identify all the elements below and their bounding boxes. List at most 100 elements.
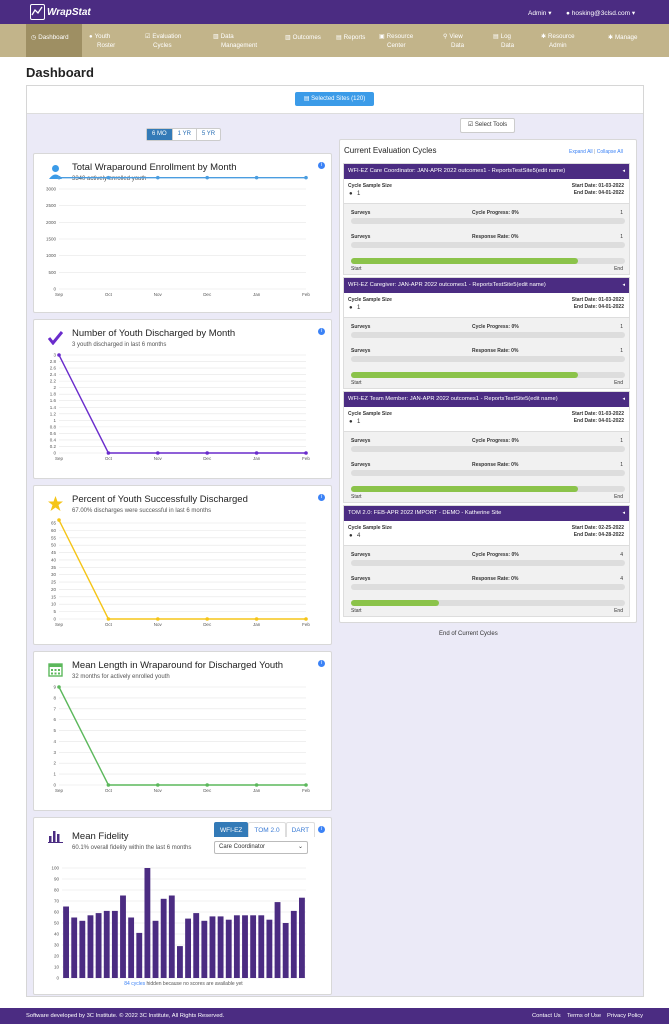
fidelity-bar[interactable] (193, 913, 200, 978)
nav-item-log-data[interactable]: ▤ Log Data (488, 24, 528, 57)
fidelity-bar[interactable] (128, 917, 135, 979)
wrapstat-logo[interactable]: WrapStat (30, 3, 91, 21)
fidelity-bar[interactable] (71, 917, 78, 979)
data-point[interactable] (106, 451, 111, 455)
nav-item-dashboard[interactable]: ◷ Dashboard (26, 24, 82, 57)
data-point[interactable] (205, 451, 209, 455)
fidelity-bar[interactable] (282, 923, 289, 978)
expand-all-link[interactable]: Expand All (569, 149, 593, 155)
fidelity-bar[interactable] (299, 897, 305, 978)
data-point[interactable] (156, 783, 160, 787)
terms-link[interactable]: Terms of Use (567, 1013, 602, 1019)
fidelity-bar[interactable] (63, 906, 69, 979)
fidelity-bar[interactable] (258, 915, 265, 978)
fidelity-bar[interactable] (120, 895, 126, 979)
data-point[interactable] (57, 175, 61, 180)
data-point[interactable] (304, 617, 308, 621)
fidelity-bar[interactable] (168, 895, 175, 979)
sample-size-label: Cycle Sample Size (348, 297, 392, 303)
data-point[interactable] (106, 175, 111, 180)
data-point[interactable] (205, 617, 209, 621)
info-icon[interactable]: i (318, 494, 325, 501)
fidelity-bar[interactable] (185, 918, 191, 978)
nav-item-outcomes[interactable]: ▥ Outcomes (280, 24, 332, 57)
select-tools-button[interactable]: ☑ Select Tools (460, 118, 515, 133)
cycle-header[interactable]: WFI-EZ Care Coordinator: JAN-APR 2022 ou… (344, 164, 629, 179)
y-tick-label: 10 (51, 602, 57, 607)
nav-item-youth-roster[interactable]: ● Youth Roster (84, 24, 134, 57)
data-point[interactable] (156, 617, 160, 621)
info-icon[interactable]: i (318, 328, 325, 335)
range-6mo-button[interactable]: 6 MO (147, 129, 173, 140)
nav-item-data-management[interactable]: ▥ Data Management (208, 24, 272, 57)
privacy-link[interactable]: Privacy Policy (607, 1013, 644, 1019)
fidelity-bar[interactable] (242, 915, 248, 978)
fidelity-bar[interactable] (87, 915, 94, 978)
info-icon[interactable]: i (318, 162, 325, 169)
admin-menu[interactable]: Admin ▾ (528, 9, 552, 17)
fidelity-bar[interactable] (290, 910, 297, 978)
collapse-all-link[interactable]: Collapse All (596, 149, 623, 155)
info-icon[interactable]: i (318, 660, 325, 667)
contact-link[interactable]: Contact Us (532, 1013, 561, 1019)
person-icon: ● (89, 34, 93, 40)
data-point[interactable] (304, 175, 308, 180)
fidelity-bar[interactable] (144, 868, 151, 978)
fidelity-bar[interactable] (250, 915, 257, 978)
fidelity-bar[interactable] (95, 913, 102, 978)
collapse-icon[interactable]: ◂ (622, 168, 625, 174)
data-point[interactable] (106, 617, 111, 621)
data-point[interactable] (304, 783, 308, 787)
tab-tom-2[interactable]: TOM 2.0 (248, 822, 286, 837)
collapse-icon[interactable]: ◂ (622, 282, 625, 288)
fidelity-bar[interactable] (111, 910, 118, 978)
fidelity-bar[interactable] (274, 902, 281, 978)
data-point[interactable] (57, 518, 61, 522)
fidelity-bar[interactable] (217, 916, 224, 978)
data-point[interactable] (57, 685, 61, 689)
cycle-header[interactable]: TOM 2.0: FEB-APR 2022 IMPORT - DEMO - Ka… (344, 506, 629, 521)
fidelity-bar[interactable] (233, 915, 240, 978)
data-point[interactable] (205, 175, 209, 180)
nav-item-resource-admin[interactable]: ✱ Resource Admin (536, 24, 590, 57)
collapse-icon[interactable]: ◂ (622, 396, 625, 402)
tab-wfi-ez[interactable]: WFI-EZ (214, 822, 249, 837)
fidelity-bar[interactable] (201, 920, 208, 978)
nav-item-evaluation-cycles[interactable]: ☑ Evaluation Cycles (140, 24, 198, 57)
data-point[interactable] (57, 353, 61, 357)
collapse-icon[interactable]: ◂ (622, 510, 625, 516)
data-point[interactable] (254, 617, 259, 621)
range-5yr-button[interactable]: 5 YR (201, 131, 216, 137)
respondent-select[interactable]: Care Coordinator ⌄ (214, 841, 308, 854)
selected-sites-button[interactable]: ▤ Selected Sites (120) (295, 92, 374, 106)
data-point[interactable] (254, 783, 259, 787)
fidelity-bar[interactable] (160, 898, 167, 978)
nav-item-resource-center[interactable]: ▣ Resource Center (374, 24, 430, 57)
data-point[interactable] (254, 451, 259, 455)
data-point[interactable] (254, 175, 259, 180)
fidelity-bar[interactable] (136, 932, 143, 978)
data-point[interactable] (106, 783, 111, 787)
fidelity-bar[interactable] (225, 919, 232, 978)
fidelity-bar[interactable] (103, 910, 110, 978)
tab-dart[interactable]: DART (285, 822, 316, 837)
range-1yr-button[interactable]: 1 YR (173, 129, 197, 140)
fidelity-bar[interactable] (266, 919, 273, 978)
data-point[interactable] (304, 451, 308, 455)
data-point[interactable] (156, 175, 160, 180)
nav-item-manage[interactable]: ✱ Manage (603, 24, 653, 57)
fidelity-bar[interactable] (79, 920, 86, 978)
hidden-cycles-link[interactable]: 84 cycles (124, 981, 146, 987)
fidelity-bar[interactable] (209, 916, 216, 978)
cycle-header[interactable]: WFI-EZ Team Member: JAN-APR 2022 outcome… (344, 392, 629, 407)
cycle-header[interactable]: WFI-EZ Caregiver: JAN-APR 2022 outcomes1… (344, 278, 629, 293)
data-point[interactable] (156, 451, 160, 455)
nav-item-reports[interactable]: ▤ Reports (331, 24, 373, 57)
info-icon[interactable]: i (318, 826, 325, 833)
timeline-bar (351, 258, 625, 264)
fidelity-bar[interactable] (177, 946, 183, 978)
data-point[interactable] (205, 783, 209, 787)
nav-item-view-data[interactable]: ⚲ View Data (438, 24, 474, 57)
fidelity-bar[interactable] (152, 920, 159, 978)
user-menu[interactable]: ● hosking@3clsd.com ▾ (566, 9, 635, 17)
